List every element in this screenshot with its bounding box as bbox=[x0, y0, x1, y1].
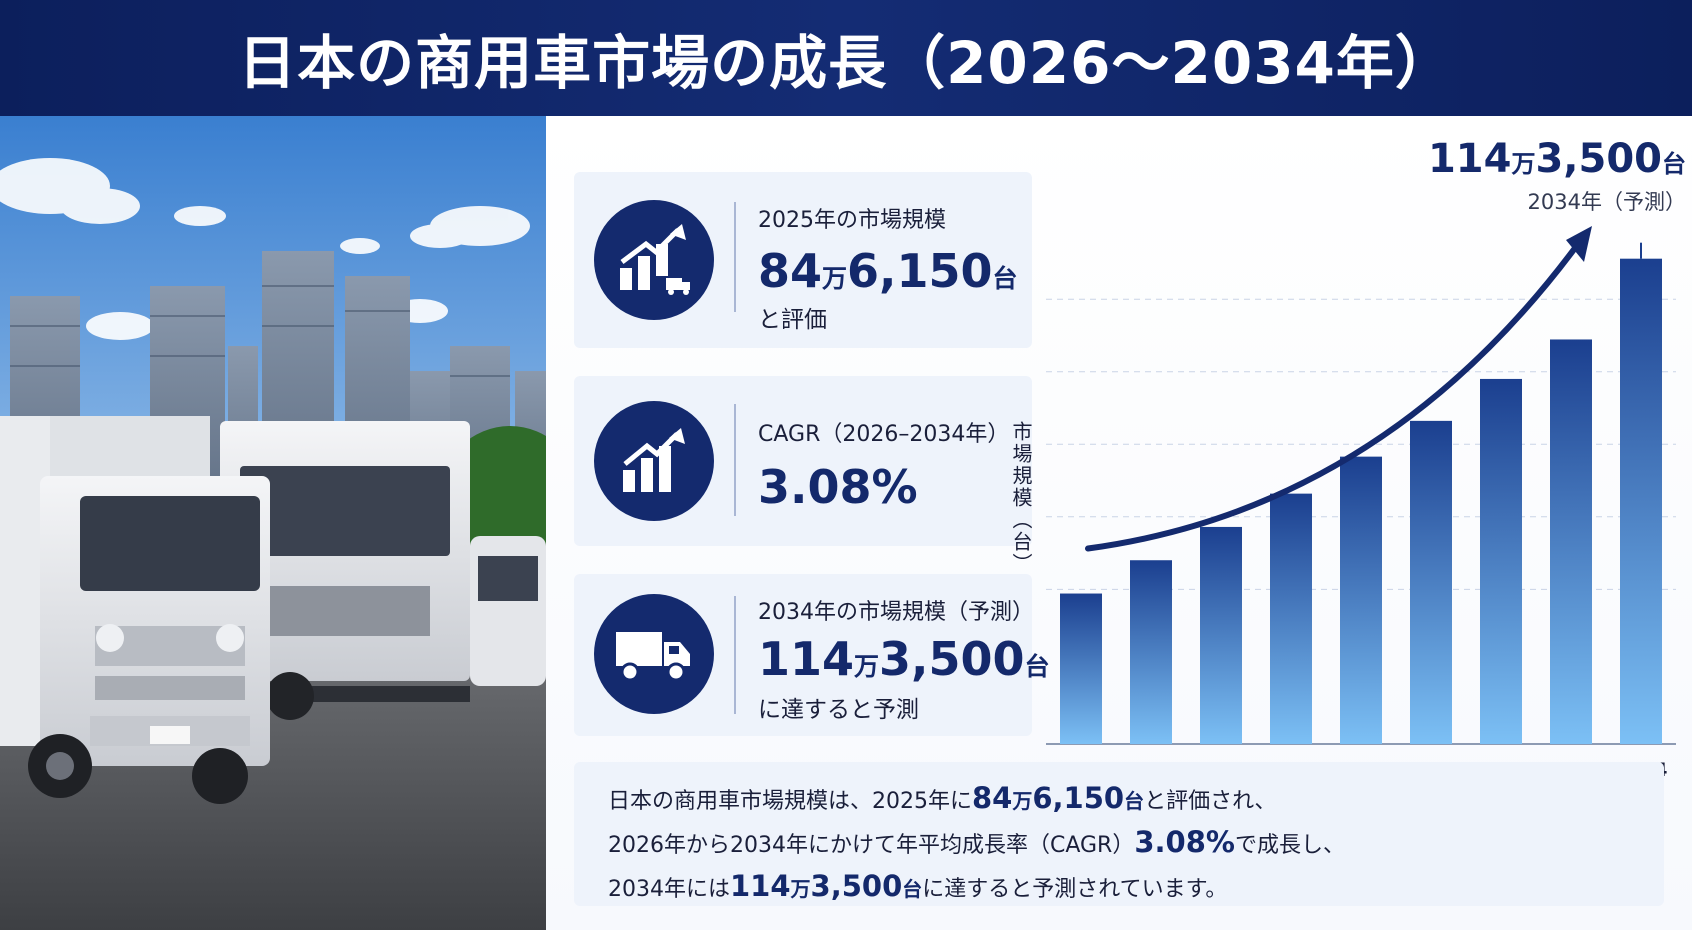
summary-line-3: 2034年には114万3,500台に達すると予測されています。 bbox=[608, 869, 1228, 903]
card-suffix: に達すると予測 bbox=[758, 697, 919, 723]
card-value: 84万6,150台 bbox=[758, 244, 1018, 298]
trend-arrow bbox=[1085, 241, 1581, 552]
bar-2028 bbox=[1200, 526, 1242, 744]
callout-subtitle: 2034年（予測） bbox=[1527, 190, 1686, 214]
card-label: 2025年の市場規模 bbox=[758, 208, 946, 233]
trend-arrow-head bbox=[1566, 226, 1592, 262]
callout-value: 114万3,500台 bbox=[1427, 136, 1686, 182]
card-value: 114万3,500台 bbox=[758, 632, 1050, 686]
market-size-2034-card: 2034年の市場規模（予測） 114万3,500台 に達すると予測 bbox=[574, 574, 1050, 736]
chart-plot: 202620272028202920302031203220332034 bbox=[1046, 226, 1676, 781]
info-panel: 2025年の市場規模 84万6,150台 と評価 CAGR（2026–2034年… bbox=[546, 116, 1692, 930]
summary-line-2: 2026年から2034年にかけて年平均成長率（CAGR）3.08%で成長し、 bbox=[608, 825, 1345, 859]
bar-2034 bbox=[1620, 258, 1662, 744]
market-bar-chart: 114万3,500台 2034年（予測） 市場規模（台） 20262027202… bbox=[1006, 136, 1686, 836]
y-axis-label: 市場規模（台） bbox=[1009, 421, 1033, 575]
bar-2030 bbox=[1340, 456, 1382, 744]
truck-icon bbox=[594, 594, 714, 714]
cagr-card: CAGR（2026–2034年） 3.08% bbox=[574, 376, 1032, 546]
bar-2027 bbox=[1130, 560, 1172, 744]
bar-2029 bbox=[1270, 493, 1312, 744]
card-suffix: と評価 bbox=[758, 307, 827, 333]
page-title: 日本の商用車市場の成長（2026〜2034年） bbox=[238, 29, 1454, 97]
growth-chart-truck-icon bbox=[594, 200, 714, 320]
growth-chart-icon bbox=[594, 401, 714, 521]
card-label: CAGR（2026–2034年） bbox=[758, 422, 1010, 447]
bar-2031 bbox=[1410, 420, 1452, 744]
truck-city-photo bbox=[0, 116, 546, 930]
card-divider bbox=[734, 404, 736, 516]
bar-2032 bbox=[1480, 378, 1522, 744]
card-label: 2034年の市場規模（予測） bbox=[758, 600, 1034, 625]
card-value: 3.08% bbox=[758, 460, 918, 514]
chart-callout: 114万3,500台 2034年（予測） bbox=[1428, 136, 1686, 216]
bar-2033 bbox=[1550, 339, 1592, 744]
summary-line-1: 日本の商用車市場規模は、2025年に84万6,150台と評価され、 bbox=[608, 781, 1277, 815]
card-divider bbox=[734, 202, 736, 312]
market-size-2025-card: 2025年の市場規模 84万6,150台 と評価 bbox=[574, 172, 1032, 348]
bar-2026 bbox=[1060, 593, 1102, 744]
summary-box: 日本の商用車市場規模は、2025年に84万6,150台と評価され、 2026年か… bbox=[574, 762, 1664, 906]
card-divider bbox=[734, 596, 736, 714]
header-banner: 日本の商用車市場の成長（2026〜2034年） bbox=[0, 0, 1692, 116]
